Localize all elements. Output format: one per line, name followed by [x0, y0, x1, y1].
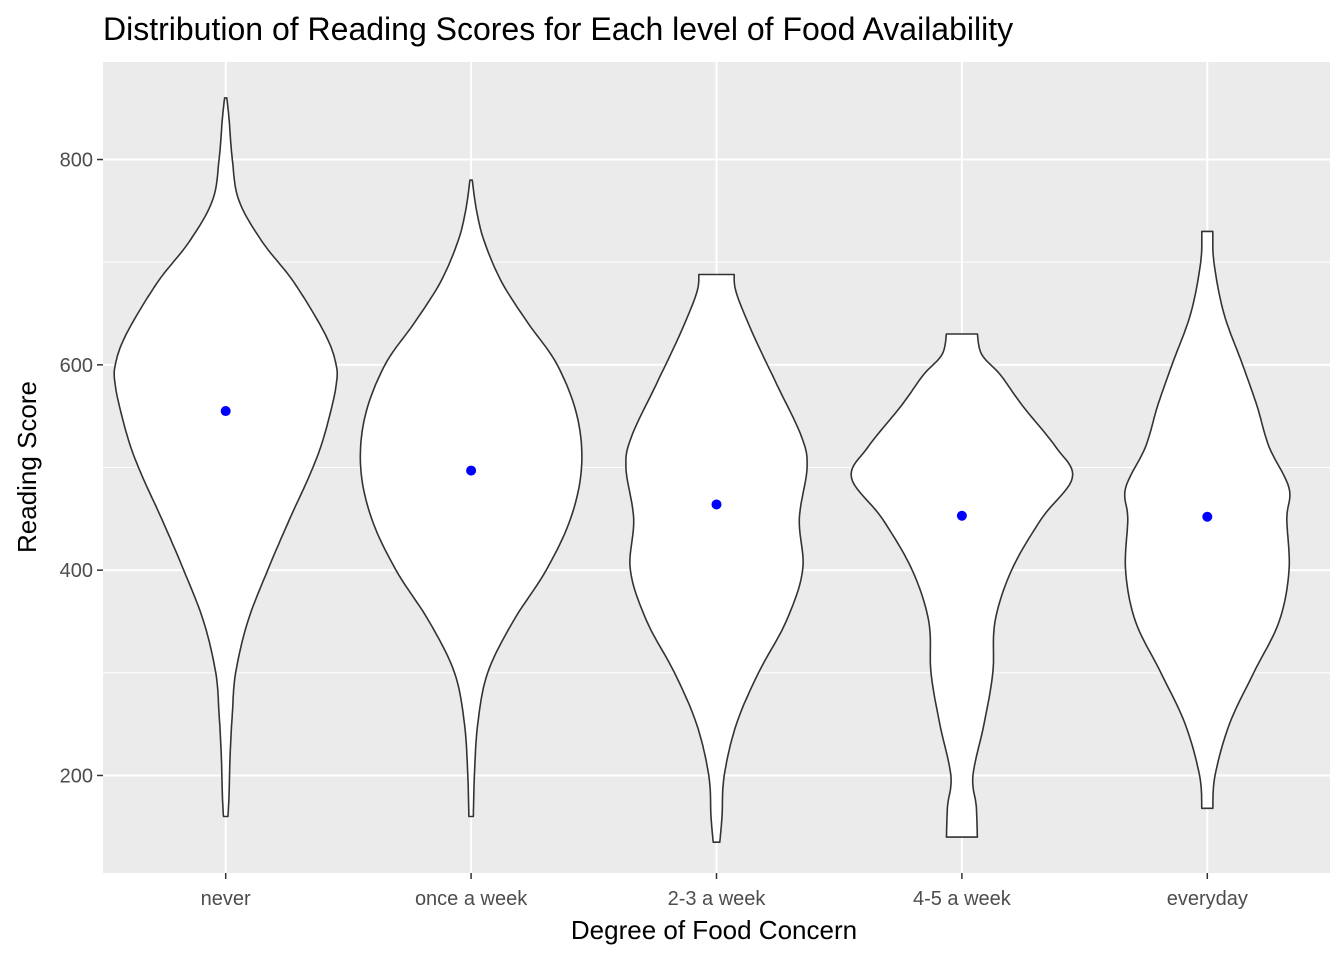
y-tick-label: 600 [60, 355, 93, 377]
x-tick-label: 4-5 a week [913, 888, 1012, 910]
x-tick-label: never [201, 888, 251, 910]
x-axis: never once a week 2-3 a week 4-5 a week ever… [201, 873, 1248, 910]
mean-points [220, 406, 1213, 522]
y-axis-title: Reading Score [12, 381, 42, 553]
mean-point [220, 406, 231, 417]
x-tick-label: once a week [415, 888, 528, 910]
violin-2-3-a-week [625, 273, 808, 843]
chart-title: Distribution of Reading Scores for Each … [103, 11, 1013, 47]
x-tick-label: everyday [1167, 888, 1248, 910]
x-axis-title: Degree of Food Concern [571, 915, 857, 945]
violin-never [113, 97, 338, 818]
mean-point [711, 499, 722, 510]
violin-4-5-a-week [850, 333, 1074, 838]
violin-once-a-week [359, 179, 583, 818]
mean-point [466, 465, 477, 476]
x-tick-label: 2-3 a week [668, 888, 767, 910]
y-tick-label: 400 [60, 560, 93, 582]
y-tick-label: 200 [60, 765, 93, 787]
y-axis: 200 400 600 800 [60, 150, 103, 787]
mean-point [956, 510, 967, 521]
mean-point [1202, 511, 1213, 522]
y-tick-label: 800 [60, 150, 93, 172]
